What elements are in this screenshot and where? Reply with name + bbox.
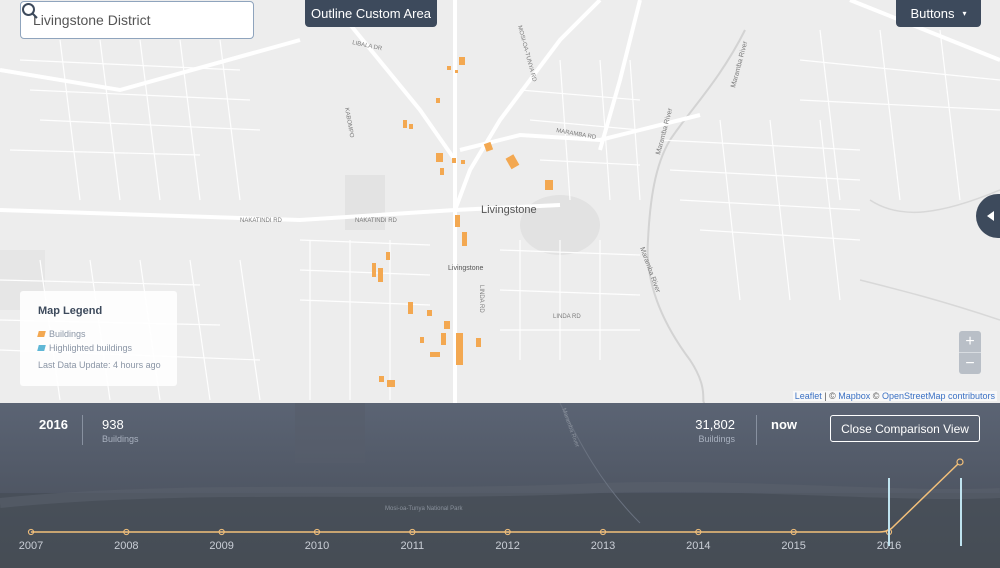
map-attribution: Leaflet | © Mapbox © OpenStreetMap contr… [792, 391, 997, 401]
osm-link[interactable]: OpenStreetMap contributors [881, 391, 995, 401]
mapbox-link[interactable]: Mapbox [838, 391, 871, 401]
building-swatch-icon [37, 331, 46, 337]
timeline-year-label: 2010 [305, 540, 329, 552]
timeline-year-label: 2015 [781, 540, 805, 552]
last-update-text: Last Data Update: 4 hours ago [38, 360, 161, 370]
left-building-unit: Buildings [102, 434, 139, 444]
zoom-out-button[interactable]: − [965, 355, 975, 372]
label-linda-1: LINDA RD [478, 285, 484, 313]
zoom-in-button[interactable]: + [965, 333, 975, 350]
legend-item-buildings: Buildings [37, 327, 177, 341]
left-slider-handle[interactable] [888, 478, 890, 546]
comparison-panel: Mosi-oa-Tunya National Park Maramba Rive… [0, 403, 1000, 568]
zoom-control: + − [959, 331, 981, 374]
label-linda-2: LINDA RD [553, 314, 581, 320]
timeline-chart[interactable]: 2007 2008 2009 2010 2011 2012 2013 2014 2015 2016 [0, 403, 1000, 568]
right-building-count: 31,802 [695, 417, 735, 432]
label-livingstone-small: Livingstone [448, 265, 484, 272]
right-building-unit: Buildings [698, 434, 735, 444]
timeline-year-label: 2009 [209, 540, 233, 552]
legend-title: Map Legend [38, 305, 103, 317]
attribution-sep: © [870, 391, 882, 401]
map-view[interactable]: Livingstone Livingstone LIBALA DR MOSI-O… [0, 0, 1000, 403]
search-icon[interactable] [21, 2, 39, 20]
timeline-year-label: 2012 [495, 540, 519, 552]
layer-select-button[interactable]: Buttons ▾ [896, 0, 981, 27]
label-kabompo: KABOMPO [343, 107, 354, 138]
timeline-year-label: 2008 [114, 540, 138, 552]
highlight-swatch-icon [37, 345, 46, 351]
close-comparison-button[interactable]: Close Comparison View [830, 415, 980, 442]
legend-item-highlighted: Highlighted buildings [37, 341, 177, 355]
leaflet-link[interactable]: Leaflet [794, 391, 822, 401]
right-year: now [771, 417, 797, 432]
right-slider-handle[interactable] [960, 478, 962, 546]
attribution-sep: | © [821, 391, 839, 401]
search-box[interactable] [20, 1, 254, 39]
left-year: 2016 [39, 417, 68, 432]
now-point[interactable] [956, 458, 964, 466]
left-building-count: 938 [102, 417, 124, 432]
label-nakatindi-1: NAKATINDI RD [240, 218, 283, 224]
divider [756, 415, 757, 445]
timeline-year-label: 2014 [686, 540, 710, 552]
legend-item-label: Buildings [49, 329, 86, 339]
outline-custom-area-button[interactable]: Outline Custom Area [305, 0, 437, 27]
label-livingstone: Livingstone [481, 204, 537, 216]
zoom-divider [959, 352, 981, 353]
timeline-year-label: 2011 [401, 540, 425, 552]
divider [82, 415, 83, 445]
map-legend: Map Legend Buildings Highlighted buildin… [20, 291, 177, 386]
chevron-left-icon [987, 211, 994, 221]
timeline-year-label: 2007 [19, 540, 43, 552]
label-nakatindi-2: NAKATINDI RD [355, 218, 398, 224]
park-label: Mosi-oa-Tunya National Park [385, 506, 463, 512]
legend-item-label: Highlighted buildings [49, 343, 133, 353]
chevron-down-icon: ▾ [962, 9, 967, 18]
timeline-line [31, 461, 961, 533]
panel-background-map: Mosi-oa-Tunya National Park Maramba Rive… [0, 403, 1000, 568]
search-input[interactable] [21, 2, 211, 38]
timeline-year-label: 2013 [591, 540, 615, 552]
layer-select-label: Buttons [910, 6, 955, 21]
